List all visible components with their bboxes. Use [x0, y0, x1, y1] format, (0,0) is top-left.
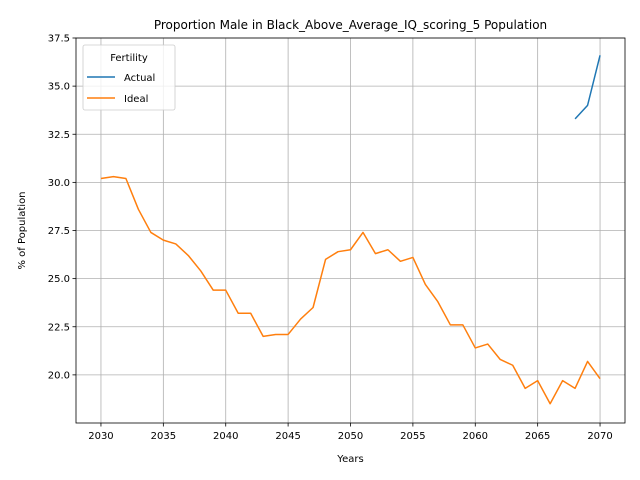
x-tick-label: 2060	[463, 431, 488, 442]
x-tick-label: 2035	[151, 431, 176, 442]
y-tick-label: 20.0	[48, 370, 70, 381]
y-tick-label: 32.5	[48, 130, 70, 141]
legend-title: Fertility	[110, 53, 148, 64]
y-tick-label: 22.5	[48, 322, 70, 333]
series-lines	[100, 55, 601, 405]
y-tick-label: 25.0	[48, 274, 70, 285]
x-tick-label: 2065	[525, 431, 550, 442]
x-axis-label: Years	[336, 454, 363, 465]
x-tick-label: 2050	[338, 431, 363, 442]
legend: Fertility Actual Ideal	[82, 44, 176, 111]
x-tick-label: 2055	[400, 431, 425, 442]
legend-box	[82, 44, 176, 111]
x-tick-label: 2045	[275, 431, 300, 442]
series-line-actual	[574, 55, 601, 120]
grid	[76, 37, 625, 423]
y-tick-label: 35.0	[48, 82, 70, 93]
legend-label-ideal: Ideal	[124, 94, 148, 105]
x-tick-label: 2040	[213, 431, 238, 442]
x-tick-label: 2070	[587, 431, 612, 442]
y-tick-label: 27.5	[48, 226, 70, 237]
legend-label-actual: Actual	[124, 73, 155, 84]
y-tick-label: 30.0	[48, 178, 70, 189]
series-line-ideal	[100, 175, 601, 405]
y-axis-label: % of Population	[17, 191, 28, 269]
axis-ticks: 2030 2035 2040 2045 2050 2055 2060 2065 2070 20.0…	[48, 34, 613, 443]
y-tick-label: 37.5	[48, 34, 70, 45]
chart-title: Proportion Male in Black_Above_Average_I…	[154, 18, 547, 32]
x-tick-label: 2030	[88, 431, 113, 442]
